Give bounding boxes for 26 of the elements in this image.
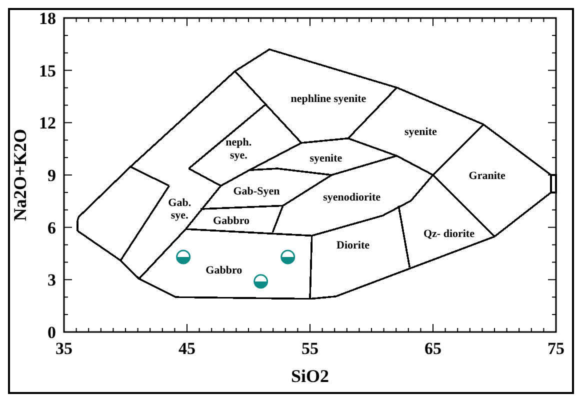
annotation: Gab-Syen	[233, 186, 280, 198]
y-tick-label: 0	[48, 322, 56, 342]
y-axis-title: Na2O+K2O	[10, 128, 30, 222]
x-tick-label: 75	[548, 339, 564, 358]
annotation: Qz- diorite	[423, 228, 475, 240]
annotation: syenodiorite	[323, 192, 381, 204]
annotation: Gab. sye.	[168, 196, 192, 222]
annotation: syenite	[310, 152, 342, 164]
x-tick-label: 45	[178, 339, 196, 358]
x-tick-label: 35	[56, 339, 72, 358]
x-tick-label: 55	[302, 339, 318, 358]
annotation: Granite	[468, 170, 506, 182]
annotation: Diorite	[336, 240, 370, 252]
y-tick-label: 18	[39, 8, 56, 28]
x-axis-title: SiO2	[290, 366, 330, 386]
y-tick-label: 15	[39, 61, 56, 80]
annotation: Gabbro	[206, 264, 243, 276]
y-tick-label: 3	[48, 270, 56, 290]
y-tick-label: 12	[39, 114, 56, 133]
annotation: Gabbro	[213, 214, 250, 227]
y-tick-label: 6	[48, 218, 56, 238]
annotation: neph. sye.	[226, 136, 252, 162]
y-tick-label: 9	[48, 166, 56, 185]
annotation: syenite	[404, 126, 438, 138]
annotation: nephline syenite	[290, 93, 366, 106]
x-tick-label: 65	[424, 339, 442, 358]
